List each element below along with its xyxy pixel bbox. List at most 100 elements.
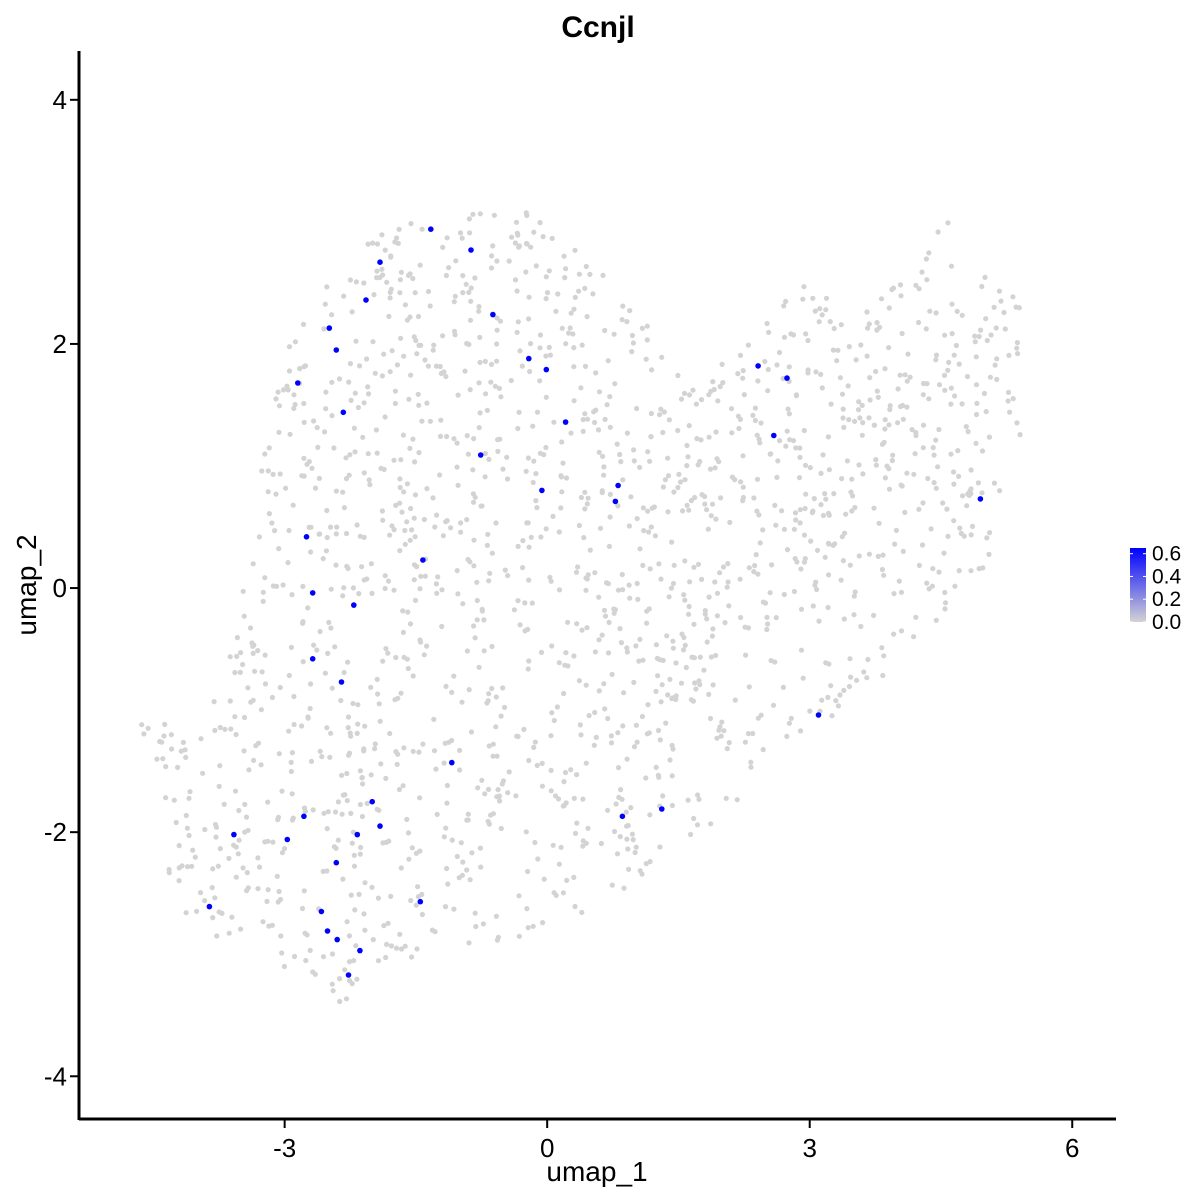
cell-point [457, 230, 464, 236]
cell-point [741, 392, 747, 398]
cell-point [412, 534, 418, 540]
cell-point [713, 429, 719, 435]
cell-point [559, 325, 565, 331]
cell-point [580, 796, 586, 802]
cell-point [956, 473, 962, 479]
cell-point [793, 445, 799, 451]
cell-point [667, 676, 673, 683]
cell-point [457, 767, 463, 773]
cell-point [459, 235, 465, 241]
cell-point [417, 586, 423, 592]
cell-point [176, 843, 182, 849]
cell-point [568, 767, 574, 773]
cell-point [737, 352, 744, 358]
cell-point [822, 554, 828, 560]
cell-point [241, 613, 247, 619]
cell-point [634, 580, 640, 587]
cell-point [856, 462, 862, 468]
cell-point [427, 418, 433, 424]
cell-point [533, 471, 539, 477]
cell-point [584, 625, 590, 631]
expressing-cell-point [345, 972, 352, 978]
cell-point [497, 318, 504, 324]
cell-point [941, 372, 948, 378]
cell-point [976, 566, 982, 572]
cell-point [897, 403, 904, 410]
cell-point [159, 739, 165, 745]
expressing-cell-point [490, 311, 496, 318]
cell-point [740, 498, 746, 504]
cell-point [800, 296, 806, 302]
cell-point [515, 598, 521, 604]
cell-point [658, 576, 664, 582]
y-tick-label: 2 [53, 329, 67, 359]
cell-point [764, 614, 770, 620]
cell-point [965, 429, 971, 435]
cell-point [248, 699, 254, 705]
cell-point [987, 374, 994, 380]
expressing-cell-point [659, 806, 665, 812]
cell-point [750, 730, 756, 737]
cell-point [284, 383, 290, 389]
cell-point [356, 591, 362, 597]
cell-point [523, 829, 529, 835]
cell-point [706, 691, 712, 698]
cell-point [312, 485, 319, 491]
cell-point [309, 465, 315, 471]
cell-point [657, 844, 663, 850]
cell-point [443, 373, 449, 380]
cell-point [698, 397, 705, 403]
cell-point [366, 477, 372, 483]
cell-point [751, 495, 757, 501]
cell-point [385, 920, 391, 926]
cell-point [585, 825, 591, 831]
cell-point [624, 319, 630, 325]
cell-point [586, 713, 592, 719]
cell-point [494, 327, 500, 333]
cell-point [497, 798, 503, 804]
cell-point [252, 668, 258, 674]
cell-point [245, 885, 251, 891]
cell-point [402, 302, 408, 308]
cell-point [551, 717, 557, 724]
cell-point [387, 295, 393, 301]
cell-point [327, 754, 333, 760]
cell-point [704, 616, 710, 622]
cell-point [582, 506, 588, 512]
cell-point [525, 455, 532, 461]
cell-point [624, 756, 630, 762]
cell-point [837, 375, 844, 381]
cell-point [563, 341, 569, 347]
cell-point [813, 579, 819, 585]
cell-point [338, 697, 344, 704]
cell-point [474, 579, 480, 585]
cell-point [451, 906, 457, 912]
cell-point [324, 868, 330, 874]
cell-point [720, 380, 726, 386]
cell-point [1013, 304, 1019, 310]
cell-point [712, 579, 718, 585]
cell-point [379, 373, 385, 379]
cell-point [844, 458, 851, 464]
cell-point [216, 783, 222, 790]
cell-point [823, 295, 830, 301]
cell-point [443, 519, 449, 525]
cell-point [783, 298, 789, 304]
cell-point [300, 321, 307, 327]
cell-point [706, 594, 712, 600]
cell-point [408, 221, 414, 227]
cell-point [689, 654, 695, 660]
cell-point [848, 674, 854, 680]
cell-point [644, 731, 651, 737]
cell-point [745, 625, 752, 631]
cell-point [377, 274, 383, 281]
cell-point [627, 308, 633, 314]
cell-point [710, 379, 716, 385]
cell-point [802, 505, 808, 512]
cell-point [968, 486, 974, 492]
cell-point [991, 480, 998, 486]
cell-point [525, 925, 531, 931]
cell-point [458, 840, 464, 846]
cell-point [781, 303, 787, 309]
cell-point [381, 351, 387, 357]
